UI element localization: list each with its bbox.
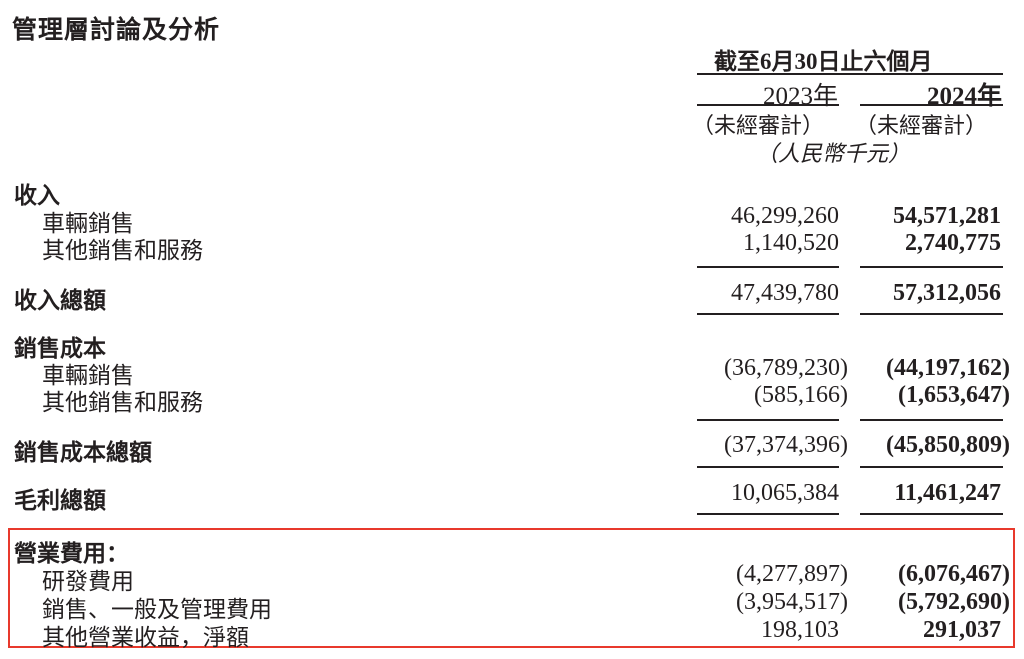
divider (860, 266, 1003, 268)
value-2023: 46,299,260 (731, 203, 839, 229)
value-2023: 1,140,520 (743, 230, 839, 256)
value-2023: (4,277,897) (736, 561, 848, 587)
value-2024: 54,571,281 (893, 203, 1001, 229)
unaudited-2023: （未經審計） (692, 114, 825, 139)
value-2023: 47,439,780 (731, 280, 839, 306)
row-label: 研發費用 (42, 569, 134, 595)
unaudited-2024: （未經審計） (855, 114, 988, 139)
row-label: 銷售成本 (14, 336, 106, 362)
divider (860, 104, 1003, 106)
value-2024: (44,197,162) (886, 355, 1010, 381)
divider (860, 419, 1003, 421)
value-2023: (37,374,396) (724, 432, 848, 458)
value-2024: (5,792,690) (898, 589, 1010, 615)
value-2023: (585,166) (754, 382, 848, 408)
value-2023: 10,065,384 (731, 480, 839, 506)
divider (860, 466, 1003, 468)
value-2024: (1,653,647) (898, 382, 1010, 408)
divider (697, 419, 839, 421)
value-2024: 11,461,247 (894, 480, 1001, 506)
row-label: 收入總額 (14, 288, 106, 314)
divider (697, 73, 1003, 75)
value-2024: 57,312,056 (893, 280, 1001, 306)
row-label: 其他營業收益，淨額 (42, 625, 249, 651)
divider (697, 313, 839, 315)
highlight-box (8, 528, 1015, 648)
value-2023: (36,789,230) (724, 355, 848, 381)
value-2024: (6,076,467) (898, 561, 1010, 587)
value-2024: 2,740,775 (905, 230, 1001, 256)
period-header: 截至6月30日止六個月 (714, 49, 933, 74)
divider (697, 466, 839, 468)
year-2023-header: 2023年 (762, 83, 838, 110)
row-label: 毛利總額 (14, 488, 106, 514)
value-2023: 198,103 (761, 617, 839, 643)
row-label: 其他銷售和服務 (42, 390, 203, 416)
divider (697, 513, 839, 515)
value-2024: 291,037 (923, 617, 1001, 643)
year-2024-header: 2024年 (926, 83, 1002, 110)
value-2023: (3,954,517) (736, 589, 848, 615)
row-label: 營業費用： (14, 541, 129, 567)
row-label: 銷售、一般及管理費用 (42, 597, 272, 623)
currency-note: （人民幣千元） (756, 142, 911, 167)
row-label: 收入 (14, 183, 60, 209)
page-title: 管理層討論及分析 (12, 15, 221, 44)
value-2024: (45,850,809) (886, 432, 1010, 458)
row-label: 車輛銷售 (42, 363, 134, 389)
divider (697, 266, 839, 268)
divider (697, 104, 839, 106)
row-label: 車輛銷售 (42, 211, 134, 237)
divider (860, 313, 1003, 315)
row-label: 其他銷售和服務 (42, 238, 203, 264)
row-label: 銷售成本總額 (14, 440, 152, 466)
divider (860, 513, 1003, 515)
